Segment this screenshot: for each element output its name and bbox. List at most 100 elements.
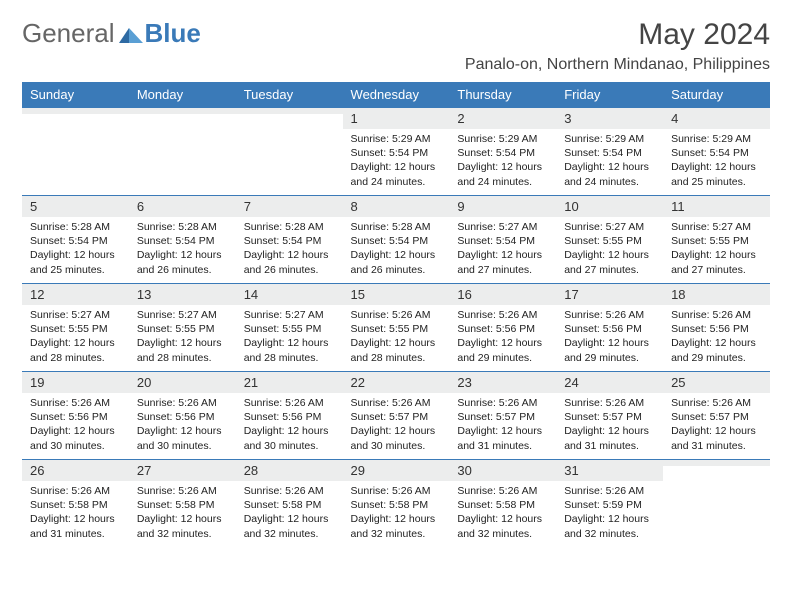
day-number: 12 xyxy=(22,284,129,305)
sunrise-text: Sunrise: 5:26 AM xyxy=(457,484,548,498)
title-block: May 2024 Panalo-on, Northern Mindanao, P… xyxy=(465,18,770,74)
calendar-cell: 14Sunrise: 5:27 AMSunset: 5:55 PMDayligh… xyxy=(236,284,343,372)
day-number: 4 xyxy=(663,108,770,129)
day-number: 3 xyxy=(556,108,663,129)
sunset-text: Sunset: 5:59 PM xyxy=(564,498,655,512)
sunset-text: Sunset: 5:56 PM xyxy=(137,410,228,424)
day-number: 25 xyxy=(663,372,770,393)
sunrise-text: Sunrise: 5:29 AM xyxy=(671,132,762,146)
calendar-week-row: 26Sunrise: 5:26 AMSunset: 5:58 PMDayligh… xyxy=(22,460,770,548)
calendar-cell: 22Sunrise: 5:26 AMSunset: 5:57 PMDayligh… xyxy=(343,372,450,460)
calendar-week-row: 12Sunrise: 5:27 AMSunset: 5:55 PMDayligh… xyxy=(22,284,770,372)
calendar-cell: 29Sunrise: 5:26 AMSunset: 5:58 PMDayligh… xyxy=(343,460,450,548)
daylight-text: Daylight: 12 hours and 30 minutes. xyxy=(351,424,442,452)
sunrise-text: Sunrise: 5:26 AM xyxy=(564,396,655,410)
cell-body: Sunrise: 5:29 AMSunset: 5:54 PMDaylight:… xyxy=(449,129,556,195)
daylight-text: Daylight: 12 hours and 30 minutes. xyxy=(137,424,228,452)
sunrise-text: Sunrise: 5:26 AM xyxy=(457,308,548,322)
sunset-text: Sunset: 5:58 PM xyxy=(457,498,548,512)
cell-body: Sunrise: 5:27 AMSunset: 5:55 PMDaylight:… xyxy=(129,305,236,371)
sunset-text: Sunset: 5:55 PM xyxy=(137,322,228,336)
calendar-cell: 6Sunrise: 5:28 AMSunset: 5:54 PMDaylight… xyxy=(129,196,236,284)
calendar-cell: 10Sunrise: 5:27 AMSunset: 5:55 PMDayligh… xyxy=(556,196,663,284)
calendar-cell: 27Sunrise: 5:26 AMSunset: 5:58 PMDayligh… xyxy=(129,460,236,548)
sunset-text: Sunset: 5:54 PM xyxy=(671,146,762,160)
sunrise-text: Sunrise: 5:27 AM xyxy=(457,220,548,234)
day-number: 18 xyxy=(663,284,770,305)
daylight-text: Daylight: 12 hours and 27 minutes. xyxy=(671,248,762,276)
day-header: Monday xyxy=(129,82,236,108)
day-header: Tuesday xyxy=(236,82,343,108)
day-number: 6 xyxy=(129,196,236,217)
cell-body: Sunrise: 5:27 AMSunset: 5:54 PMDaylight:… xyxy=(449,217,556,283)
cell-body: Sunrise: 5:26 AMSunset: 5:57 PMDaylight:… xyxy=(449,393,556,459)
daylight-text: Daylight: 12 hours and 24 minutes. xyxy=(564,160,655,188)
calendar-cell: 26Sunrise: 5:26 AMSunset: 5:58 PMDayligh… xyxy=(22,460,129,548)
sunset-text: Sunset: 5:58 PM xyxy=(137,498,228,512)
sunrise-text: Sunrise: 5:28 AM xyxy=(244,220,335,234)
cell-body: Sunrise: 5:26 AMSunset: 5:58 PMDaylight:… xyxy=(343,481,450,547)
sunset-text: Sunset: 5:56 PM xyxy=(457,322,548,336)
calendar-page: General Blue May 2024 Panalo-on, Norther… xyxy=(0,0,792,566)
calendar-cell: 9Sunrise: 5:27 AMSunset: 5:54 PMDaylight… xyxy=(449,196,556,284)
daylight-text: Daylight: 12 hours and 31 minutes. xyxy=(564,424,655,452)
calendar-cell: 8Sunrise: 5:28 AMSunset: 5:54 PMDaylight… xyxy=(343,196,450,284)
cell-body: Sunrise: 5:26 AMSunset: 5:57 PMDaylight:… xyxy=(343,393,450,459)
sunset-text: Sunset: 5:56 PM xyxy=(671,322,762,336)
day-header: Saturday xyxy=(663,82,770,108)
daylight-text: Daylight: 12 hours and 32 minutes. xyxy=(351,512,442,540)
daylight-text: Daylight: 12 hours and 28 minutes. xyxy=(30,336,121,364)
sunset-text: Sunset: 5:58 PM xyxy=(30,498,121,512)
sunset-text: Sunset: 5:54 PM xyxy=(351,234,442,248)
logo-text-blue: Blue xyxy=(145,18,201,49)
day-number: 23 xyxy=(449,372,556,393)
calendar-cell: 3Sunrise: 5:29 AMSunset: 5:54 PMDaylight… xyxy=(556,108,663,196)
sunrise-text: Sunrise: 5:28 AM xyxy=(351,220,442,234)
sunrise-text: Sunrise: 5:26 AM xyxy=(564,308,655,322)
calendar-cell: 1Sunrise: 5:29 AMSunset: 5:54 PMDaylight… xyxy=(343,108,450,196)
daylight-text: Daylight: 12 hours and 26 minutes. xyxy=(244,248,335,276)
sunrise-text: Sunrise: 5:26 AM xyxy=(244,396,335,410)
cell-body: Sunrise: 5:29 AMSunset: 5:54 PMDaylight:… xyxy=(556,129,663,195)
calendar-cell: 13Sunrise: 5:27 AMSunset: 5:55 PMDayligh… xyxy=(129,284,236,372)
cell-body: Sunrise: 5:26 AMSunset: 5:58 PMDaylight:… xyxy=(449,481,556,547)
calendar-cell: 15Sunrise: 5:26 AMSunset: 5:55 PMDayligh… xyxy=(343,284,450,372)
sunrise-text: Sunrise: 5:27 AM xyxy=(671,220,762,234)
day-header: Wednesday xyxy=(343,82,450,108)
day-number: 1 xyxy=(343,108,450,129)
location: Panalo-on, Northern Mindanao, Philippine… xyxy=(465,56,770,74)
day-number: 2 xyxy=(449,108,556,129)
day-number: 14 xyxy=(236,284,343,305)
daylight-text: Daylight: 12 hours and 29 minutes. xyxy=(671,336,762,364)
day-number: 27 xyxy=(129,460,236,481)
daylight-text: Daylight: 12 hours and 26 minutes. xyxy=(137,248,228,276)
sunset-text: Sunset: 5:54 PM xyxy=(244,234,335,248)
cell-body: Sunrise: 5:26 AMSunset: 5:56 PMDaylight:… xyxy=(236,393,343,459)
calendar-cell: 12Sunrise: 5:27 AMSunset: 5:55 PMDayligh… xyxy=(22,284,129,372)
logo-text-general: General xyxy=(22,18,115,49)
calendar-cell xyxy=(129,108,236,196)
calendar-cell: 23Sunrise: 5:26 AMSunset: 5:57 PMDayligh… xyxy=(449,372,556,460)
sunrise-text: Sunrise: 5:28 AM xyxy=(137,220,228,234)
sunset-text: Sunset: 5:55 PM xyxy=(671,234,762,248)
calendar-table: Sunday Monday Tuesday Wednesday Thursday… xyxy=(22,82,770,548)
cell-body: Sunrise: 5:26 AMSunset: 5:57 PMDaylight:… xyxy=(556,393,663,459)
sunset-text: Sunset: 5:54 PM xyxy=(457,234,548,248)
cell-body: Sunrise: 5:26 AMSunset: 5:58 PMDaylight:… xyxy=(236,481,343,547)
sunrise-text: Sunrise: 5:26 AM xyxy=(30,484,121,498)
sunrise-text: Sunrise: 5:26 AM xyxy=(457,396,548,410)
calendar-cell: 24Sunrise: 5:26 AMSunset: 5:57 PMDayligh… xyxy=(556,372,663,460)
sunset-text: Sunset: 5:58 PM xyxy=(244,498,335,512)
day-header: Thursday xyxy=(449,82,556,108)
sunrise-text: Sunrise: 5:26 AM xyxy=(564,484,655,498)
calendar-cell xyxy=(236,108,343,196)
sunset-text: Sunset: 5:57 PM xyxy=(351,410,442,424)
sunset-text: Sunset: 5:54 PM xyxy=(30,234,121,248)
day-number: 30 xyxy=(449,460,556,481)
sunrise-text: Sunrise: 5:29 AM xyxy=(564,132,655,146)
calendar-week-row: 5Sunrise: 5:28 AMSunset: 5:54 PMDaylight… xyxy=(22,196,770,284)
calendar-head: Sunday Monday Tuesday Wednesday Thursday… xyxy=(22,82,770,108)
day-number: 5 xyxy=(22,196,129,217)
calendar-week-row: 1Sunrise: 5:29 AMSunset: 5:54 PMDaylight… xyxy=(22,108,770,196)
calendar-cell: 19Sunrise: 5:26 AMSunset: 5:56 PMDayligh… xyxy=(22,372,129,460)
